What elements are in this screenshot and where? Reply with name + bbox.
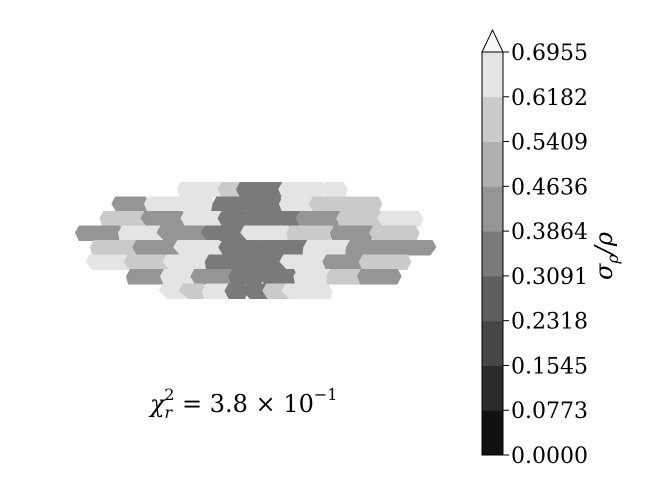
colorbar-band	[482, 231, 503, 277]
field-cell	[224, 283, 249, 299]
field-cell	[218, 240, 265, 256]
field-cell	[257, 240, 311, 256]
field-cell	[126, 269, 170, 285]
field-cell	[235, 182, 270, 198]
colorbar-tick-label: 0.3091	[511, 265, 588, 290]
field-cell	[174, 196, 216, 212]
colorbar-band	[482, 320, 503, 366]
field-cell	[240, 225, 293, 241]
field-cell	[123, 254, 172, 270]
field-cell	[258, 211, 306, 227]
field-cell	[386, 240, 437, 256]
field-cell	[303, 283, 333, 299]
colorbar-tick-label: 0.0773	[511, 399, 588, 424]
colorbar-band	[482, 141, 503, 187]
colorbar-band	[482, 365, 503, 411]
field-cell	[256, 269, 300, 285]
density-field	[74, 182, 437, 299]
field-cell	[320, 182, 348, 198]
field-cell	[194, 182, 225, 198]
field-cell	[178, 283, 209, 299]
field-cell	[74, 225, 124, 241]
field-cell	[377, 211, 424, 227]
field-cell	[180, 211, 227, 227]
colorbar-label-rest: /ρ	[590, 232, 618, 256]
field-cell	[286, 225, 337, 241]
field-cell	[302, 240, 355, 256]
field-cell	[99, 211, 152, 227]
colorbar-tick-label: 0.5409	[511, 131, 588, 156]
chi-value: = 3.8 × 10	[174, 390, 313, 418]
colorbar: 0.0000 0.0773 0.1545 0.2318 0.3091 0.3864 0.46…	[481, 28, 588, 469]
field-cell	[228, 269, 266, 285]
chi-symbol: χ	[148, 390, 166, 418]
field-cell	[118, 225, 168, 241]
chi-exponent: −1	[314, 385, 338, 404]
field-cell	[295, 211, 349, 227]
field-cell	[158, 283, 188, 299]
colorbar-band	[482, 275, 503, 322]
field-cell	[143, 196, 185, 212]
field-cell	[281, 283, 312, 299]
field-cell	[140, 211, 187, 227]
field-cell	[369, 225, 420, 241]
field-cell	[242, 283, 269, 299]
field-cell	[111, 196, 150, 212]
colorbar-extend-triangle	[481, 28, 504, 53]
field-cell	[322, 254, 369, 270]
field-cell	[308, 196, 351, 212]
colorbar-label-sigma: σ	[590, 263, 618, 280]
field-cell	[132, 240, 183, 256]
field-cell	[293, 269, 335, 285]
colorbar-outline	[481, 52, 504, 456]
field-cell	[301, 182, 327, 198]
colorbar-tick-label: 0.0000	[511, 444, 588, 469]
field-cell	[89, 240, 143, 256]
colorbar-label-subscript: ρ	[603, 254, 622, 265]
field-cell	[326, 269, 369, 285]
field-cell	[159, 269, 201, 285]
field-cell	[241, 254, 294, 270]
field-cell	[278, 182, 310, 198]
colorbar-tick-label: 0.2318	[511, 310, 588, 335]
field-cell	[217, 211, 269, 227]
field-cell	[336, 211, 388, 227]
field-cell	[358, 254, 412, 270]
colorbar-band	[482, 410, 503, 456]
field-cell	[240, 196, 284, 212]
colorbar-tick-label: 0.6182	[511, 86, 588, 111]
field-cell	[345, 240, 396, 256]
field-cell	[343, 196, 383, 212]
colorbar-band	[482, 186, 503, 232]
colorbar-tick-label: 0.4636	[511, 175, 588, 200]
field-cell	[279, 254, 329, 270]
field-cell	[85, 254, 130, 270]
colorbar-label: σρ/ρ	[590, 232, 622, 280]
chi-squared-annotation: χr2 = 3.8 × 10−1	[148, 385, 337, 422]
field-cell	[162, 254, 211, 270]
chi-superscript: 2	[164, 385, 174, 404]
field-cell	[200, 225, 249, 241]
field-cell	[330, 225, 377, 241]
field-cell	[204, 254, 253, 270]
colorbar-tick-label: 0.1545	[511, 354, 588, 379]
field-cell	[202, 283, 233, 299]
field-cell	[356, 269, 402, 285]
colorbar-band	[482, 96, 503, 143]
field-cell	[173, 240, 224, 256]
colorbar-tick-label: 0.3864	[511, 220, 588, 245]
field-cell	[156, 225, 208, 241]
field-cell	[278, 196, 316, 212]
colorbar-tick-label: 0.6955	[511, 41, 588, 66]
colorbar-band	[482, 52, 503, 98]
field-cell	[190, 269, 236, 285]
chi-subscript: r	[165, 403, 174, 422]
